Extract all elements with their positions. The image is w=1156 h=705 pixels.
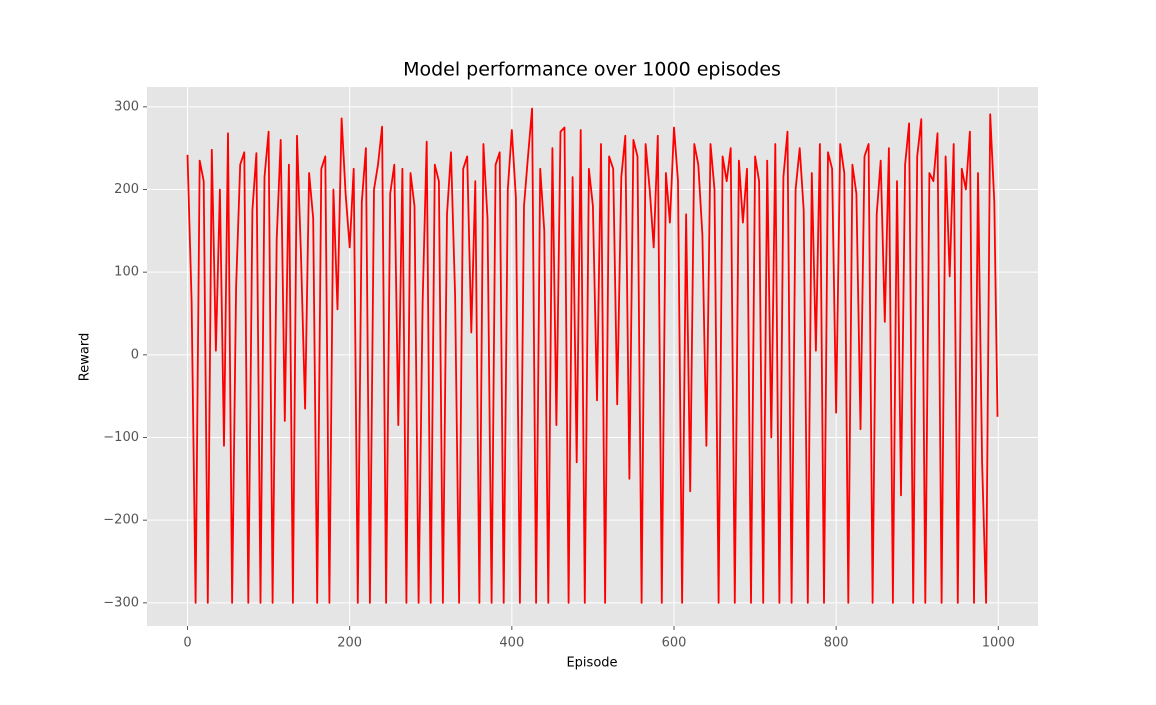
x-tick-label: 600	[662, 636, 687, 651]
x-tick-label: 200	[337, 636, 362, 651]
x-tick-label: 800	[824, 636, 849, 651]
x-tick-label: 0	[183, 636, 191, 651]
x-tick-label: 1000	[982, 636, 1015, 651]
x-tick-label: 400	[499, 636, 524, 651]
y-tick-label: −300	[103, 595, 139, 610]
chart-title: Model performance over 1000 episodes	[403, 59, 781, 81]
y-tick-label: −200	[103, 513, 139, 528]
y-tick-label: 0	[131, 347, 139, 362]
y-tick-label: −100	[103, 430, 139, 445]
x-axis-label: Episode	[566, 656, 617, 671]
y-axis-label: Reward	[78, 333, 93, 381]
y-tick-label: 100	[114, 265, 139, 280]
data-line	[186, 107, 999, 604]
y-tick-label: 200	[114, 182, 139, 197]
y-tick-label: 300	[114, 99, 139, 114]
